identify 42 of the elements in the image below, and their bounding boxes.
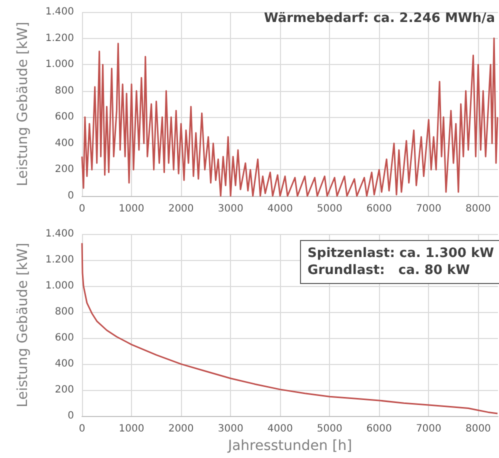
y-tick-label: 800: [54, 306, 74, 318]
x-tick-label: 4000: [267, 424, 293, 435]
x-tick-label: 0: [78, 424, 86, 435]
x-tick-label: 8000: [465, 424, 491, 435]
y-axis-title: Leistung Gebäude [kW]: [15, 22, 31, 186]
y-tick-label: 1.200: [45, 254, 74, 266]
y-tick-label: 1.000: [45, 59, 74, 70]
x-tick-label: 7000: [416, 204, 442, 214]
y-tick-label: 0: [68, 410, 74, 422]
y-tick-label: 600: [54, 112, 74, 123]
x-tick-label: 5000: [316, 204, 342, 214]
y-tick-label: 400: [54, 358, 74, 370]
y-tick-label: 1.400: [45, 6, 74, 18]
x-tick-label: 6000: [366, 204, 392, 214]
line-series: [81, 242, 498, 414]
x-tick-label: 4000: [267, 204, 293, 214]
x-tick-label: 3000: [218, 424, 244, 435]
y-tick-label: 1.200: [45, 32, 74, 44]
annotation: Spitzenlast: ca. 1.300 kW: [308, 245, 494, 262]
x-tick-label: 1000: [118, 204, 144, 214]
y-tick-label: 200: [54, 384, 74, 396]
y-tick-label: 400: [54, 138, 74, 149]
x-tick-label: 8000: [465, 204, 491, 214]
x-tick-label: 6000: [366, 424, 392, 435]
annotation: Grundlast: ca. 80 kW: [308, 262, 471, 279]
x-axis-title: Jahresstunden [h]: [226, 438, 352, 454]
y-tick-label: 600: [54, 332, 74, 344]
line-series: [81, 38, 498, 197]
annotation: Wärmebedarf: ca. 2.246 MWh/a: [264, 10, 495, 27]
y-tick-label: 1.400: [45, 228, 74, 240]
x-tick-label: 7000: [416, 424, 442, 435]
y-tick-label: 800: [54, 85, 74, 96]
x-tick-label: 5000: [316, 424, 342, 435]
y-tick-label: 200: [54, 164, 74, 176]
x-tick-label: 3000: [218, 204, 244, 214]
x-tick-label: 0: [78, 204, 86, 214]
x-tick-label: 2000: [168, 424, 194, 435]
y-axis-title: Leistung Gebäude [kW]: [15, 242, 31, 408]
y-tick-label: 1.000: [45, 280, 74, 292]
x-tick-label: 2000: [168, 204, 194, 214]
x-tick-label: 1000: [118, 424, 144, 435]
y-tick-label: 0: [68, 190, 74, 202]
